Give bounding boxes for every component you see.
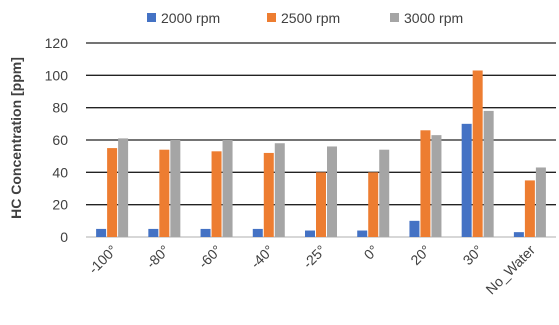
bar-3000-rpm-2 (222, 140, 233, 237)
y-axis-ticks: 0 20 40 60 80 100 120 (45, 35, 69, 245)
legend-label: 2000 rpm (161, 10, 220, 26)
y-tick-label: 120 (45, 35, 69, 51)
bar-2000-rpm-2 (200, 228, 211, 237)
x-tick-label: 0° (361, 242, 382, 263)
bar-2000-rpm-8 (513, 232, 524, 237)
bar-2000-rpm-4 (305, 230, 315, 237)
bar-2000-rpm-6 (409, 220, 420, 237)
legend-label: 2500 rpm (281, 10, 340, 26)
y-tick-label: 100 (45, 67, 69, 83)
y-tick-label: 0 (60, 229, 68, 245)
bar-3000-rpm-1 (170, 140, 181, 237)
x-tick-label: -60° (195, 242, 225, 272)
legend-swatch (390, 13, 399, 22)
legend-swatch (147, 13, 156, 22)
bars (96, 70, 546, 237)
x-tick-label: -40° (247, 242, 277, 272)
x-tick-label: No_Water (482, 242, 538, 298)
bar-2000-rpm-7 (461, 123, 472, 237)
x-axis-ticks: -100° -80° -60° -40° -25° 0° 20° 30°No_Water (85, 242, 538, 298)
bar-2000-rpm-0 (96, 228, 107, 237)
bar-3000-rpm-7 (483, 110, 494, 237)
y-tick-label: 20 (52, 197, 68, 213)
y-tick-label: 40 (52, 164, 68, 180)
bar-2500-rpm-7 (472, 70, 483, 237)
x-tick-label: -100° (85, 242, 120, 277)
bar-2000-rpm-5 (357, 230, 368, 237)
bar-2500-rpm-3 (263, 152, 274, 237)
bar-2500-rpm-8 (524, 180, 535, 237)
bar-3000-rpm-3 (274, 143, 285, 237)
legend-item: 2000 rpm (147, 10, 220, 26)
y-tick-label: 80 (52, 100, 68, 116)
legend-swatch (267, 13, 276, 22)
x-tick-label: 30° (460, 242, 486, 268)
bar-2000-rpm-3 (252, 228, 263, 237)
legend-item: 2500 rpm (267, 10, 340, 26)
x-tick-label: -80° (143, 242, 173, 272)
x-tick-label: 20° (407, 242, 433, 268)
bar-3000-rpm-5 (379, 149, 390, 237)
legend-label: 3000 rpm (404, 10, 463, 26)
bar-3000-rpm-8 (535, 167, 546, 237)
bar-3000-rpm-6 (431, 135, 442, 237)
legend-item: 3000 rpm (390, 10, 463, 26)
bar-2500-rpm-4 (316, 172, 326, 237)
bar-2000-rpm-1 (148, 228, 159, 237)
legend: 2000 rpm 2500 rpm 3000 rpm (147, 10, 463, 26)
bar-2500-rpm-0 (107, 148, 118, 237)
x-tick-label: -25° (300, 242, 330, 272)
bar-3000-rpm-0 (118, 138, 129, 237)
bar-2500-rpm-5 (368, 172, 379, 237)
bar-3000-rpm-4 (327, 146, 337, 237)
bar-2500-rpm-1 (159, 149, 170, 237)
bar-2500-rpm-2 (211, 151, 222, 237)
y-tick-label: 60 (52, 132, 68, 148)
bar-2500-rpm-6 (420, 130, 431, 237)
y-axis-title: HC Concentration [ppm] (8, 57, 24, 219)
